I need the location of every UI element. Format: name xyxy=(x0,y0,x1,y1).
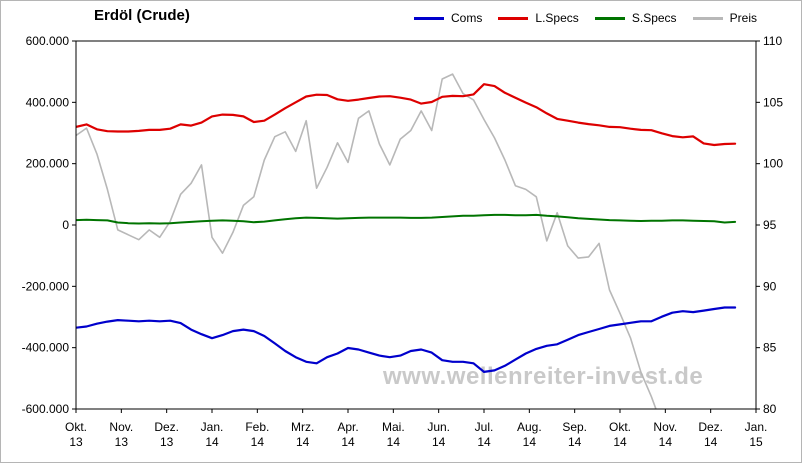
lspecs-line-icon xyxy=(498,16,529,20)
x-axis-label-month: Aug. xyxy=(517,420,542,434)
watermark: www.wellenreiter-invest.de xyxy=(383,363,704,390)
left-axis-label: 0 xyxy=(62,218,69,232)
coms-line-icon xyxy=(414,16,444,20)
sspecs-line-icon xyxy=(594,16,625,20)
x-axis-label-month: Jan. xyxy=(201,420,224,434)
legend-item-lspecs: L.Specs xyxy=(498,11,579,25)
x-axis-label-month: Nov. xyxy=(653,420,677,434)
x-axis-label-year: 14 xyxy=(296,435,310,449)
series-line-lspecs xyxy=(76,83,737,147)
series-line-sspecs xyxy=(76,213,737,225)
x-axis-label-month: Okt. xyxy=(609,420,631,434)
legend-label-sspecs: S.Specs xyxy=(631,11,677,25)
series-line-coms xyxy=(76,306,737,373)
x-axis-label-month: Okt. xyxy=(65,420,87,434)
x-axis-label-year: 14 xyxy=(387,435,401,449)
x-axis-label-year: 14 xyxy=(205,435,219,449)
left-axis-label: -400.000 xyxy=(22,341,70,355)
right-axis-label: 95 xyxy=(763,218,777,232)
x-axis-label-month: Mrz. xyxy=(291,420,314,434)
legend: Coms L.Specs S.Specs Preis xyxy=(414,11,757,25)
x-axis-label-month: Feb. xyxy=(245,420,269,434)
left-axis-label: -200.000 xyxy=(22,279,70,293)
left-axis-label: 200.000 xyxy=(26,157,70,171)
legend-item-coms: Coms xyxy=(414,11,482,25)
left-axis-label: -600.000 xyxy=(22,402,70,416)
right-axis-label: 85 xyxy=(763,341,777,355)
preis-line-icon xyxy=(692,16,723,20)
x-axis-label-year: 14 xyxy=(477,435,491,449)
chart-title: Erdöl (Crude) xyxy=(94,7,190,24)
left-axis-label: 600.000 xyxy=(26,34,70,48)
left-axis-label: 400.000 xyxy=(26,95,70,109)
legend-item-preis: Preis xyxy=(692,11,757,25)
x-axis-label-year: 13 xyxy=(160,435,174,449)
x-axis-label-year: 14 xyxy=(704,435,718,449)
legend-item-sspecs: S.Specs xyxy=(594,11,677,25)
right-axis-label: 105 xyxy=(763,95,783,109)
legend-label-lspecs: L.Specs xyxy=(535,11,579,25)
x-axis-label-month: Sep. xyxy=(562,420,587,434)
x-axis-label-month: Jan. xyxy=(745,420,768,434)
x-axis-label-year: 14 xyxy=(251,435,265,449)
right-axis-label: 90 xyxy=(763,279,777,293)
right-axis-label: 100 xyxy=(763,157,783,171)
x-axis-label-month: Jun. xyxy=(427,420,450,434)
x-axis-label-month: Dez. xyxy=(154,420,179,434)
x-axis-label-year: 14 xyxy=(613,435,627,449)
x-axis-label-month: Nov. xyxy=(109,420,133,434)
x-axis-label-month: Dez. xyxy=(698,420,723,434)
x-axis-label-year: 14 xyxy=(523,435,537,449)
x-axis-label-year: 13 xyxy=(69,435,83,449)
right-axis-label: 110 xyxy=(763,34,782,48)
plot-border xyxy=(75,40,757,410)
legend-label-preis: Preis xyxy=(729,11,757,25)
x-axis-label-year: 14 xyxy=(341,435,355,449)
legend-label-coms: Coms xyxy=(451,11,483,25)
x-axis-label-year: 14 xyxy=(568,435,582,449)
series-line-preis xyxy=(76,73,657,409)
x-axis-label-year: 14 xyxy=(432,435,446,449)
x-axis-label-year: 13 xyxy=(115,435,129,449)
right-axis-label: 80 xyxy=(763,402,777,416)
x-axis-label-month: Jul. xyxy=(475,420,494,434)
x-axis-label-year: 14 xyxy=(659,435,673,449)
x-axis-label-year: 15 xyxy=(749,435,763,449)
x-axis-label-month: Mai. xyxy=(382,420,405,434)
x-axis-label-month: Apr. xyxy=(337,420,358,434)
